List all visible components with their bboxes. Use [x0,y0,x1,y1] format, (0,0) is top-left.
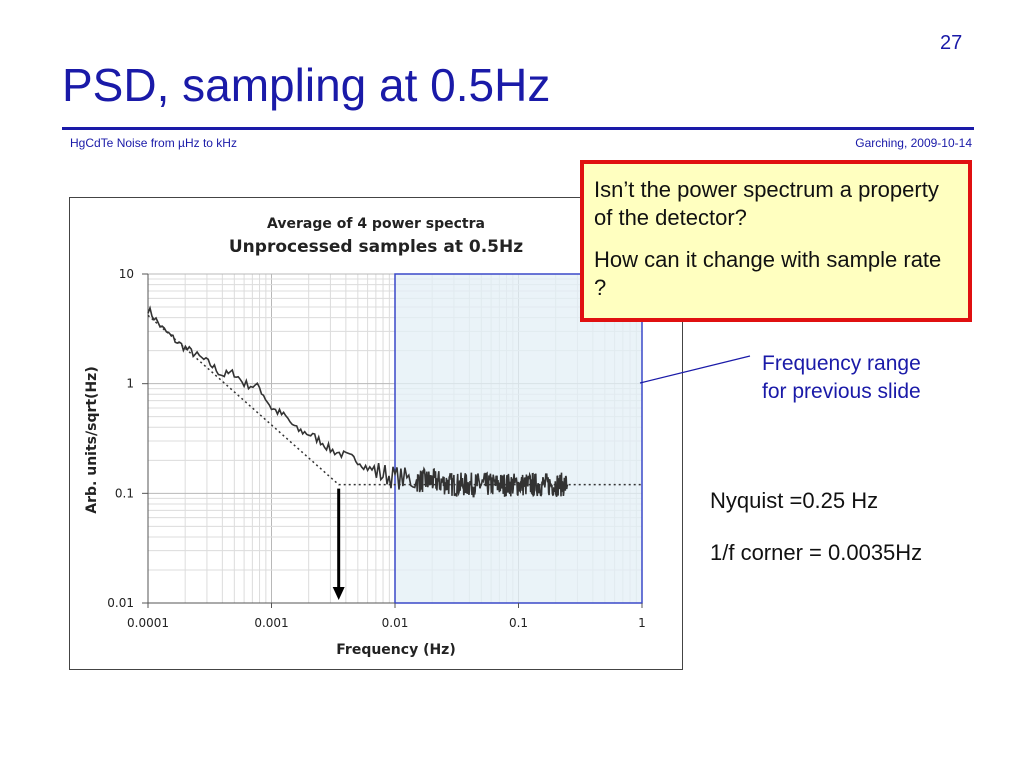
x-tick-label: 0.001 [254,616,288,630]
chart-ticks: 0.0001 0.001 0.01 0.1 1 10 1 0.1 0.01 [107,267,646,630]
callout-question-2: How can it change with sample rate ? [594,247,942,300]
chart-series [147,305,642,498]
x-tick-label: 0.0001 [127,616,169,630]
range-note-line-2: for previous slide [762,380,921,403]
chart-y-axis-label: Arb. units/sqrt(Hz) [84,366,100,513]
title-rule [62,127,974,130]
footer-right: Garching, 2009-10-14 [855,136,972,150]
x-tick-label: 1 [638,616,646,630]
y-tick-label: 1 [126,377,134,391]
chart-title: Average of 4 power spectra [267,216,485,232]
chart-x-axis-label: Frequency (Hz) [336,642,455,658]
series-measured-psd [147,305,569,498]
x-tick-label: 0.1 [509,616,528,630]
frequency-range-highlight [394,273,643,604]
frequency-range-note: Frequency range for previous slide [762,350,921,406]
footer-left: HgCdTe Noise from µHz to kHz [70,136,237,150]
question-callout: Isn’t the power spectrum a property of t… [580,160,972,322]
corner-arrow-head [332,587,345,600]
x-tick-label: 0.01 [382,616,409,630]
callout-question-1: Isn’t the power spectrum a property of t… [594,177,939,230]
nyquist-note: Nyquist =0.25 Hz [710,488,879,513]
range-note-line-1: Frequency range [762,352,921,375]
psd-chart-svg: 0.0001 0.001 0.01 0.1 1 10 1 0.1 0.01 Average of… [84,216,646,658]
series-model-fit [147,314,642,486]
chart-subtitle: Unprocessed samples at 0.5Hz [229,237,523,257]
y-tick-label: 0.1 [115,486,134,500]
y-tick-label: 0.01 [107,596,134,610]
slide-title: PSD, sampling at 0.5Hz [62,59,551,111]
slide-number: 27 [940,32,963,54]
corner-frequency-note: 1/f corner = 0.0035Hz [710,540,923,565]
corner-arrow [332,488,345,600]
y-tick-label: 10 [119,267,134,281]
